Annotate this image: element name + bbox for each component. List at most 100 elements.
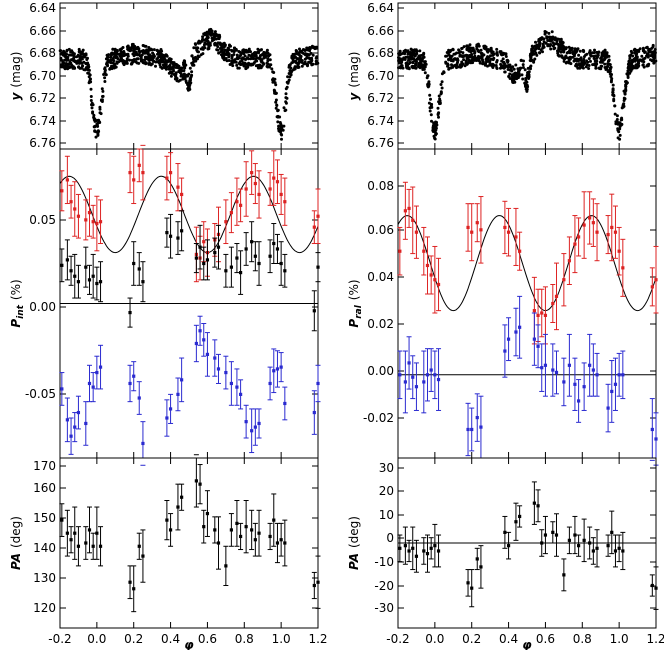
right-top-point bbox=[437, 115, 440, 119]
left-top-point bbox=[95, 119, 98, 123]
right-mid-ylabel-main: P bbox=[347, 319, 361, 328]
left-mid-blue-marker bbox=[253, 425, 257, 429]
left-mid-red-point bbox=[64, 155, 70, 205]
right-top-point bbox=[579, 58, 583, 62]
left-top-ytick-label: 6.70 bbox=[29, 69, 56, 83]
left-top-point bbox=[273, 77, 277, 81]
left-bot-pa-point bbox=[243, 500, 249, 554]
left-top-point bbox=[251, 57, 255, 61]
right-top-point bbox=[472, 49, 476, 53]
left-mid-red-point bbox=[179, 177, 185, 212]
right-top-point bbox=[468, 43, 472, 47]
left-top-point bbox=[274, 98, 278, 102]
right-mid-red-point bbox=[561, 253, 567, 307]
right-mid-red-marker bbox=[429, 273, 433, 277]
left-mid-black-marker bbox=[275, 247, 280, 251]
right-top-point bbox=[439, 92, 443, 96]
left-top-point bbox=[267, 54, 271, 58]
left-bot-pa-marker bbox=[250, 528, 254, 532]
right-top-point bbox=[518, 68, 522, 71]
left-top-point bbox=[218, 47, 222, 50]
right-top-point bbox=[456, 58, 460, 62]
left-bot-ytick-label: 160 bbox=[33, 481, 56, 495]
left-top-point bbox=[188, 87, 192, 91]
left-top-point bbox=[106, 58, 110, 62]
left-mid-red-point bbox=[234, 177, 240, 226]
left-top-point bbox=[177, 64, 181, 68]
right-mid-blue-marker bbox=[582, 385, 586, 389]
right-top-point bbox=[544, 41, 548, 45]
right-top-point bbox=[484, 58, 488, 61]
right-top-point bbox=[589, 59, 592, 63]
left-top-point bbox=[275, 103, 279, 107]
right-top-point bbox=[484, 47, 488, 51]
left-mid-blue-marker bbox=[316, 381, 320, 386]
left-top-point bbox=[266, 57, 270, 61]
left-top-point bbox=[190, 54, 194, 58]
right-mid-red-point bbox=[539, 288, 545, 338]
right-mid-red-point bbox=[576, 217, 582, 257]
right-top-point bbox=[589, 54, 593, 58]
right-top-point bbox=[510, 79, 514, 83]
left-top-point bbox=[164, 63, 168, 67]
right-top-point bbox=[411, 64, 414, 68]
left-top-point bbox=[212, 32, 216, 36]
left-top-point bbox=[74, 60, 78, 64]
right-mid-blue-marker bbox=[554, 370, 559, 375]
left-bot-pa-point bbox=[234, 500, 240, 547]
right-bot-pa-marker bbox=[567, 538, 571, 542]
right-top-point bbox=[633, 50, 637, 54]
right-top-point bbox=[448, 57, 452, 61]
left-mid-blue-marker bbox=[283, 401, 287, 406]
right-bot-pa-marker bbox=[475, 557, 479, 561]
left-top-point bbox=[108, 66, 112, 70]
left-top-point bbox=[194, 57, 198, 61]
right-top-point bbox=[521, 63, 525, 67]
right-top-point bbox=[551, 41, 555, 45]
left-top-point bbox=[144, 61, 147, 64]
right-mid-blue-marker bbox=[573, 382, 577, 386]
right-bot-pa-point bbox=[432, 523, 438, 568]
left-mid-red-point bbox=[94, 195, 100, 252]
left-top-point bbox=[284, 87, 288, 91]
left-mid-black-marker bbox=[98, 280, 103, 284]
right-mid-red-marker bbox=[582, 223, 586, 227]
left-mid-black-point bbox=[223, 253, 229, 288]
right-mid-blue-point bbox=[406, 336, 412, 390]
left-top-point bbox=[118, 52, 121, 56]
left-mid-black-point bbox=[267, 239, 273, 274]
right-mid-red-point bbox=[590, 198, 596, 247]
left-mid-blue-point bbox=[234, 368, 240, 406]
left-mid-black-point bbox=[86, 264, 92, 295]
left-top-point bbox=[222, 50, 226, 54]
right-top-point bbox=[516, 76, 520, 80]
right-top-point bbox=[470, 58, 474, 62]
left-bot-pa-marker bbox=[95, 531, 99, 535]
left-mid-black-point bbox=[243, 232, 249, 266]
right-bot-pa-point bbox=[616, 534, 622, 563]
left-mid-red-marker bbox=[283, 200, 287, 204]
right-top-point bbox=[564, 47, 568, 51]
left-mid-blue-marker bbox=[268, 381, 272, 386]
left-mid-blue-point bbox=[68, 417, 74, 455]
right-top-point bbox=[445, 51, 449, 54]
left-top-point bbox=[72, 55, 76, 59]
right-top-point bbox=[519, 59, 523, 62]
right-bot-pa-point bbox=[535, 489, 541, 523]
right-mid-red-point bbox=[474, 203, 480, 243]
right-mid-blue-point bbox=[428, 348, 434, 392]
left-bot-xtick-label: 0.0 bbox=[87, 632, 106, 646]
left-mid-black-marker bbox=[250, 240, 254, 244]
left-top-point bbox=[187, 85, 191, 89]
left-top-point bbox=[89, 87, 93, 91]
right-top-point bbox=[527, 70, 531, 74]
right-top-point bbox=[417, 65, 421, 69]
right-mid-blue-point bbox=[553, 350, 559, 395]
right-top-point bbox=[615, 114, 619, 118]
left-mid-black-marker bbox=[283, 269, 287, 273]
left-top-point bbox=[156, 56, 160, 60]
left-top-point bbox=[278, 115, 282, 119]
left-top-point bbox=[154, 64, 157, 68]
right-bot-pa-point bbox=[474, 547, 480, 571]
right-mid-red-marker bbox=[551, 301, 555, 306]
